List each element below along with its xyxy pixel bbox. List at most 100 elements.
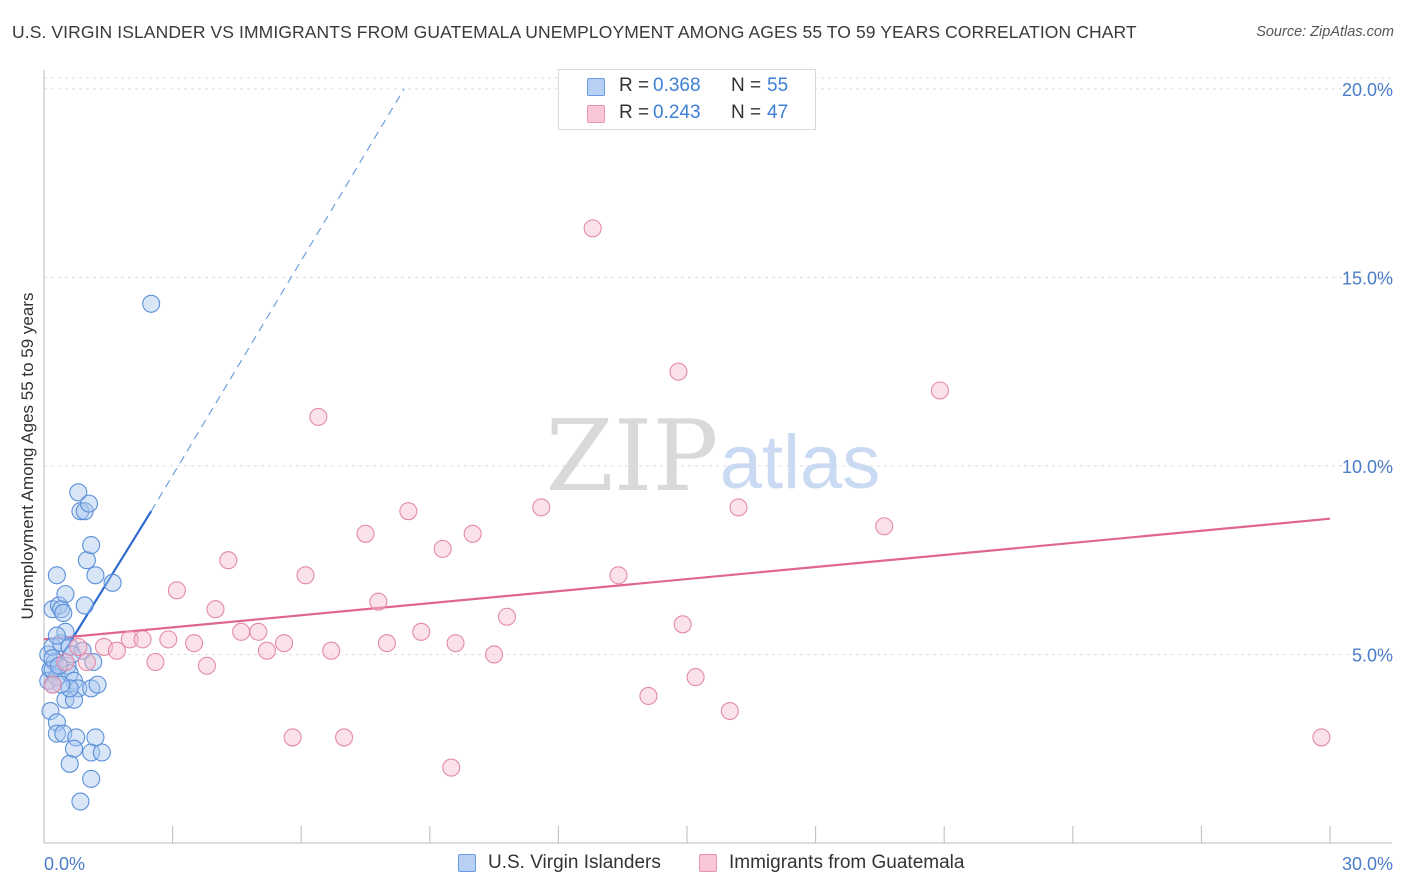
y-axis-label: Unemployment Among Ages 55 to 59 years (18, 293, 37, 620)
legend-swatch-blue (458, 854, 476, 872)
x-tick-label: 0.0% (44, 854, 85, 874)
data-point-pink (377, 634, 396, 653)
data-point-blue (41, 701, 60, 721)
data-point-pink (159, 630, 178, 649)
axes (43, 70, 1392, 844)
data-point-blue (84, 652, 103, 672)
data-point-pink (77, 652, 96, 672)
data-point-blue (77, 551, 96, 570)
data-point-pink (184, 634, 204, 653)
data-point-pink (356, 524, 375, 543)
data-point-blue (47, 724, 66, 743)
data-point-pink (532, 498, 551, 517)
data-point-pink (249, 622, 268, 641)
data-point-pink (639, 686, 658, 705)
correlation-legend: R = 0.368 N = 55 R = 0.243 N = 47 (558, 69, 816, 130)
data-point-blue (60, 754, 79, 773)
legend-label: Immigrants from Guatemala (729, 852, 965, 873)
data-point-pink (485, 645, 504, 664)
data-point-pink (283, 728, 302, 747)
data-point-blue (47, 626, 66, 645)
data-point-pink (412, 622, 431, 641)
legend-label: U.S. Virgin Islanders (488, 852, 661, 873)
data-point-pink (930, 381, 949, 400)
y-tick-label: 20.0% (1342, 80, 1393, 100)
legend-swatch-pink (699, 854, 717, 872)
data-point-pink (433, 539, 452, 558)
trend-line-blue-extension (150, 88, 405, 512)
data-point-pink (369, 592, 388, 611)
data-point-pink (446, 634, 465, 653)
trend-line-pink (43, 517, 1331, 641)
data-point-pink (69, 637, 88, 656)
watermark: ZIP atlas (546, 400, 881, 514)
data-point-pink (729, 498, 748, 517)
data-point-pink (686, 668, 705, 687)
x-tick-label: 30.0% (1342, 854, 1393, 874)
data-point-blue (64, 739, 84, 758)
data-point-blue (82, 536, 101, 555)
data-point-pink (107, 641, 126, 660)
data-point-blue (86, 566, 105, 585)
data-point-pink (257, 641, 276, 660)
legend-n-label: N = (731, 75, 762, 96)
y-tick-label: 5.0% (1352, 645, 1393, 665)
data-point-blue (56, 585, 75, 604)
trend-lines (43, 88, 1331, 686)
series-us-virgin-islanders (39, 294, 161, 811)
source-label: Source: ZipAtlas.com (1256, 24, 1394, 40)
data-point-pink (120, 630, 139, 649)
legend-r-label: R = (619, 75, 650, 96)
data-point-pink (146, 652, 165, 672)
legend-n-label: N = (731, 102, 762, 123)
data-point-blue (82, 769, 101, 788)
watermark-zip: ZIP (546, 400, 719, 514)
data-point-blue (75, 596, 94, 615)
data-point-pink (875, 517, 894, 536)
data-point-blue (92, 743, 111, 762)
legend-swatch-pink (587, 105, 605, 123)
data-point-pink (206, 600, 225, 619)
data-point-blue (79, 494, 99, 513)
data-point-pink (167, 581, 186, 600)
data-point-pink (296, 566, 315, 585)
data-point-pink (43, 675, 62, 694)
legend-swatch-blue (587, 78, 605, 96)
data-point-blue (82, 743, 101, 762)
data-point-blue (88, 675, 107, 694)
data-point-blue (86, 728, 105, 747)
data-point-pink (133, 630, 152, 649)
data-point-blue (71, 792, 90, 811)
data-point-pink (335, 728, 354, 747)
legend-r-label: R = (619, 102, 650, 123)
data-point-blue (54, 603, 73, 623)
data-point-blue (60, 679, 79, 698)
data-point-pink (1312, 728, 1331, 747)
y-axis-ticks: 5.0% 10.0% 15.0% 20.0% (1342, 80, 1393, 666)
data-point-blue (67, 728, 86, 747)
series-immigrants-from-guatemala (43, 219, 1331, 777)
data-point-pink (673, 615, 692, 634)
series-legend: U.S. Virgin Islanders Immigrants from Gu… (0, 852, 1406, 878)
legend-r-value: 0.243 (653, 102, 701, 123)
data-point-blue (62, 645, 81, 664)
data-point-pink (442, 758, 461, 777)
grid-lines (44, 77, 1392, 655)
data-point-blue (103, 573, 122, 592)
data-point-blue (47, 566, 66, 585)
data-point-blue (142, 294, 161, 313)
data-point-blue (56, 622, 75, 641)
watermark-atlas: atlas (720, 420, 881, 505)
data-point-pink (609, 566, 628, 585)
legend-r-value: 0.368 (653, 75, 701, 96)
data-point-pink (463, 524, 482, 543)
y-tick-label: 10.0% (1342, 457, 1393, 477)
data-point-pink (275, 634, 294, 653)
data-point-pink (232, 622, 251, 641)
legend-n-value: 47 (767, 102, 789, 123)
data-point-pink (720, 701, 739, 721)
data-point-pink (583, 219, 602, 238)
data-point-pink (197, 656, 216, 675)
data-point-pink (399, 502, 418, 521)
